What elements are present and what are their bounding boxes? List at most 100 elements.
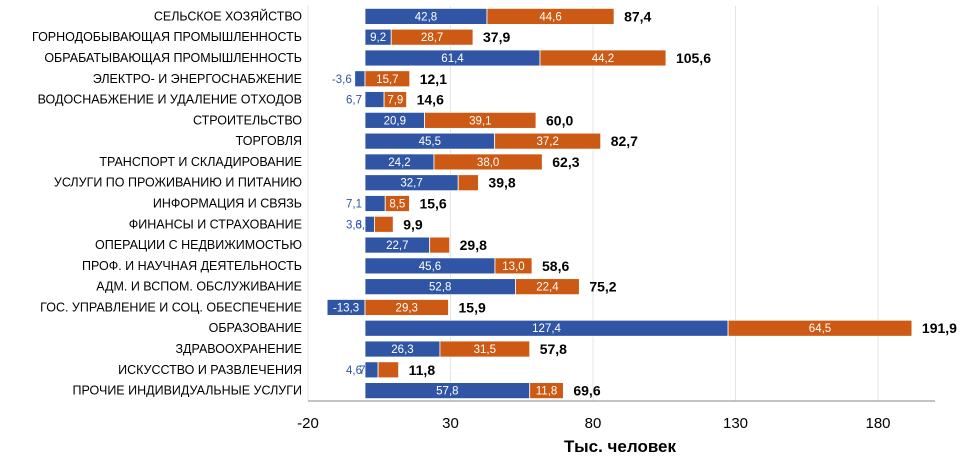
bar-segment <box>539 49 667 67</box>
data-label: 6,6 <box>355 219 371 231</box>
data-label: 31,5 <box>474 344 496 356</box>
total-label: 58,6 <box>542 258 569 274</box>
bar-segment <box>515 278 580 296</box>
bar-segment <box>727 319 913 337</box>
data-label: 24,2 <box>388 157 410 169</box>
bar-segment <box>377 361 400 379</box>
total-label: 37,9 <box>483 29 510 45</box>
category-label: ИСКУССТВО И РАЗВЛЕЧЕНИЯ <box>118 363 302 377</box>
total-label: 14,6 <box>417 92 444 108</box>
data-label: 7,1 <box>346 199 362 211</box>
x-axis-label: Тыс. человек <box>564 437 677 456</box>
bar-segment <box>494 257 533 275</box>
category-label: ГОС. УПРАВЛЕНИЕ И СОЦ. ОБЕСПЕЧЕНИЕ <box>40 300 302 314</box>
data-label: 15,7 <box>376 74 398 86</box>
total-label: 12,1 <box>420 71 447 87</box>
bar-segment <box>494 132 602 150</box>
bar-segment <box>364 195 386 212</box>
category-label: СТРОИТЕЛЬСТВО <box>193 113 302 127</box>
data-label: 7,2 <box>359 365 375 377</box>
total-label: 75,2 <box>589 279 616 295</box>
data-label: 32,7 <box>400 178 422 190</box>
data-label: -13,3 <box>333 302 359 314</box>
data-label: 8,5 <box>389 199 405 211</box>
total-label: 87,4 <box>624 8 651 24</box>
data-label: 29,3 <box>396 302 418 314</box>
x-tick-label: 130 <box>723 415 748 432</box>
x-axis: -20 30 80 130 180 <box>297 400 935 432</box>
total-label: 60,0 <box>546 112 573 128</box>
data-label: 3,3 <box>346 219 362 231</box>
category-label: УСЛУГИ ПО ПРОЖИВАНИЮ И ПИТАНИЮ <box>54 176 302 190</box>
data-label: 57,8 <box>436 386 458 398</box>
bar-segment <box>439 340 531 358</box>
data-label: 52,8 <box>429 282 451 294</box>
total-label: 57,8 <box>540 341 567 357</box>
bar-segment <box>364 70 411 88</box>
bar-segment <box>457 174 479 192</box>
x-tick-label: 80 <box>585 415 602 432</box>
data-label: 38,0 <box>477 157 499 169</box>
category-label: ЭЛЕКТРО- И ЭНЕРГОСНАБЖЕНИЕ <box>93 72 302 86</box>
data-label: -3,6 <box>332 74 352 86</box>
total-label: 69,6 <box>573 383 600 399</box>
bar-segment <box>433 153 543 171</box>
data-label: 44,6 <box>539 11 561 23</box>
bar-segment <box>424 111 537 129</box>
bar-segment <box>529 382 564 400</box>
bar-segment <box>383 91 408 108</box>
category-label: ГОРНОДОБЫВАЮЩАЯ ПРОМЫШЛЕННОСТЬ <box>32 30 302 44</box>
data-label: 6,7 <box>346 95 362 107</box>
category-label: ТОРГОВЛЯ <box>236 134 302 148</box>
data-label: 13,0 <box>502 261 524 273</box>
category-label: ВОДОСНАБЖЕНИЕ И УДАЛЕНИЕ ОТХОДОВ <box>38 93 302 107</box>
bar-segment <box>374 215 394 233</box>
total-label: 62,3 <box>552 154 579 170</box>
category-label: ИНФОРМАЦИЯ И СВЯЗЬ <box>153 197 302 211</box>
category-label: ПРОФ. И НАУЧНАЯ ДЕЯТЕЛЬНОСТЬ <box>82 259 302 273</box>
x-tick-label: 180 <box>865 415 890 432</box>
data-label: 64,5 <box>809 323 831 335</box>
total-label: 39,8 <box>488 175 515 191</box>
category-label: ОБРАЗОВАНИЕ <box>209 321 302 335</box>
category-label: ЗДРАВООХРАНЕНИЕ <box>175 342 302 356</box>
data-label: 37,2 <box>536 136 558 148</box>
bar-segment <box>429 236 451 254</box>
category-label: ПРОЧИЕ ИНДИВИДУАЛЬНЫЕ УСЛУГИ <box>73 384 303 398</box>
category-label: АДМ. И ВСПОМ. ОБСЛУЖИВАНИЕ <box>96 280 302 294</box>
data-label: 26,3 <box>391 344 413 356</box>
data-label: 45,6 <box>419 261 441 273</box>
data-label: 9,2 <box>370 32 386 44</box>
data-label: 20,9 <box>384 115 406 127</box>
total-label: 105,6 <box>676 50 711 66</box>
data-label: 11,8 <box>536 386 558 398</box>
x-tick-label: -20 <box>297 415 319 432</box>
total-label: 82,7 <box>611 133 638 149</box>
bar-segment <box>364 91 385 108</box>
data-label: 22,4 <box>536 282 559 294</box>
category-labels: СЕЛЬСКОЕ ХОЗЯЙСТВО ГОРНОДОБЫВАЮЩАЯ ПРОМЫШ… <box>32 8 302 397</box>
data-label: 7,0 <box>411 240 427 252</box>
data-label: 44,2 <box>592 53 614 65</box>
bar-segment <box>390 28 474 46</box>
category-label: ОБРАБАТЫВАЮЩАЯ ПРОМЫШЛЕННОСТЬ <box>44 51 302 65</box>
category-label: ТРАНСПОРТ И СКЛАДИРОВАНИЕ <box>99 155 302 169</box>
bar-segment <box>486 7 615 25</box>
category-label: ФИНАНСЫ И СТРАХОВАНИЕ <box>129 217 302 231</box>
data-label: 61,4 <box>441 53 464 65</box>
category-label: СЕЛЬСКОЕ ХОЗЯЙСТВО <box>154 8 302 23</box>
category-label: ОПЕРАЦИИ С НЕДВИЖИМОСТЬЮ <box>95 238 302 252</box>
data-label: 7,9 <box>387 95 403 107</box>
data-label: 22,7 <box>386 240 408 252</box>
data-label: 45,5 <box>419 136 441 148</box>
data-label: 4,6 <box>346 365 362 377</box>
bar-segment <box>384 195 410 212</box>
total-label: 15,6 <box>419 196 446 212</box>
total-label: 191,9 <box>922 320 957 336</box>
data-label: 42,8 <box>415 11 437 23</box>
data-label: 127,4 <box>532 323 561 335</box>
bar-segment <box>364 299 449 316</box>
total-label: 29,8 <box>460 237 487 253</box>
data-label: 7,1 <box>439 178 455 190</box>
